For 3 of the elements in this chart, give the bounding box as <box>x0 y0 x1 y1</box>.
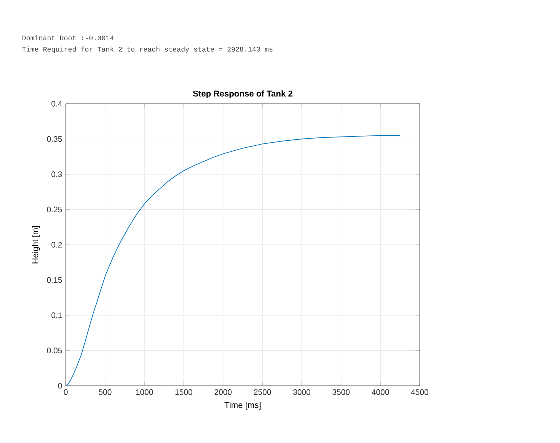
y-axis-title: Height [m] <box>32 226 40 264</box>
chart-title: Step Response of Tank 2 <box>193 90 293 98</box>
x-axis-title: Time [ms] <box>224 402 261 410</box>
